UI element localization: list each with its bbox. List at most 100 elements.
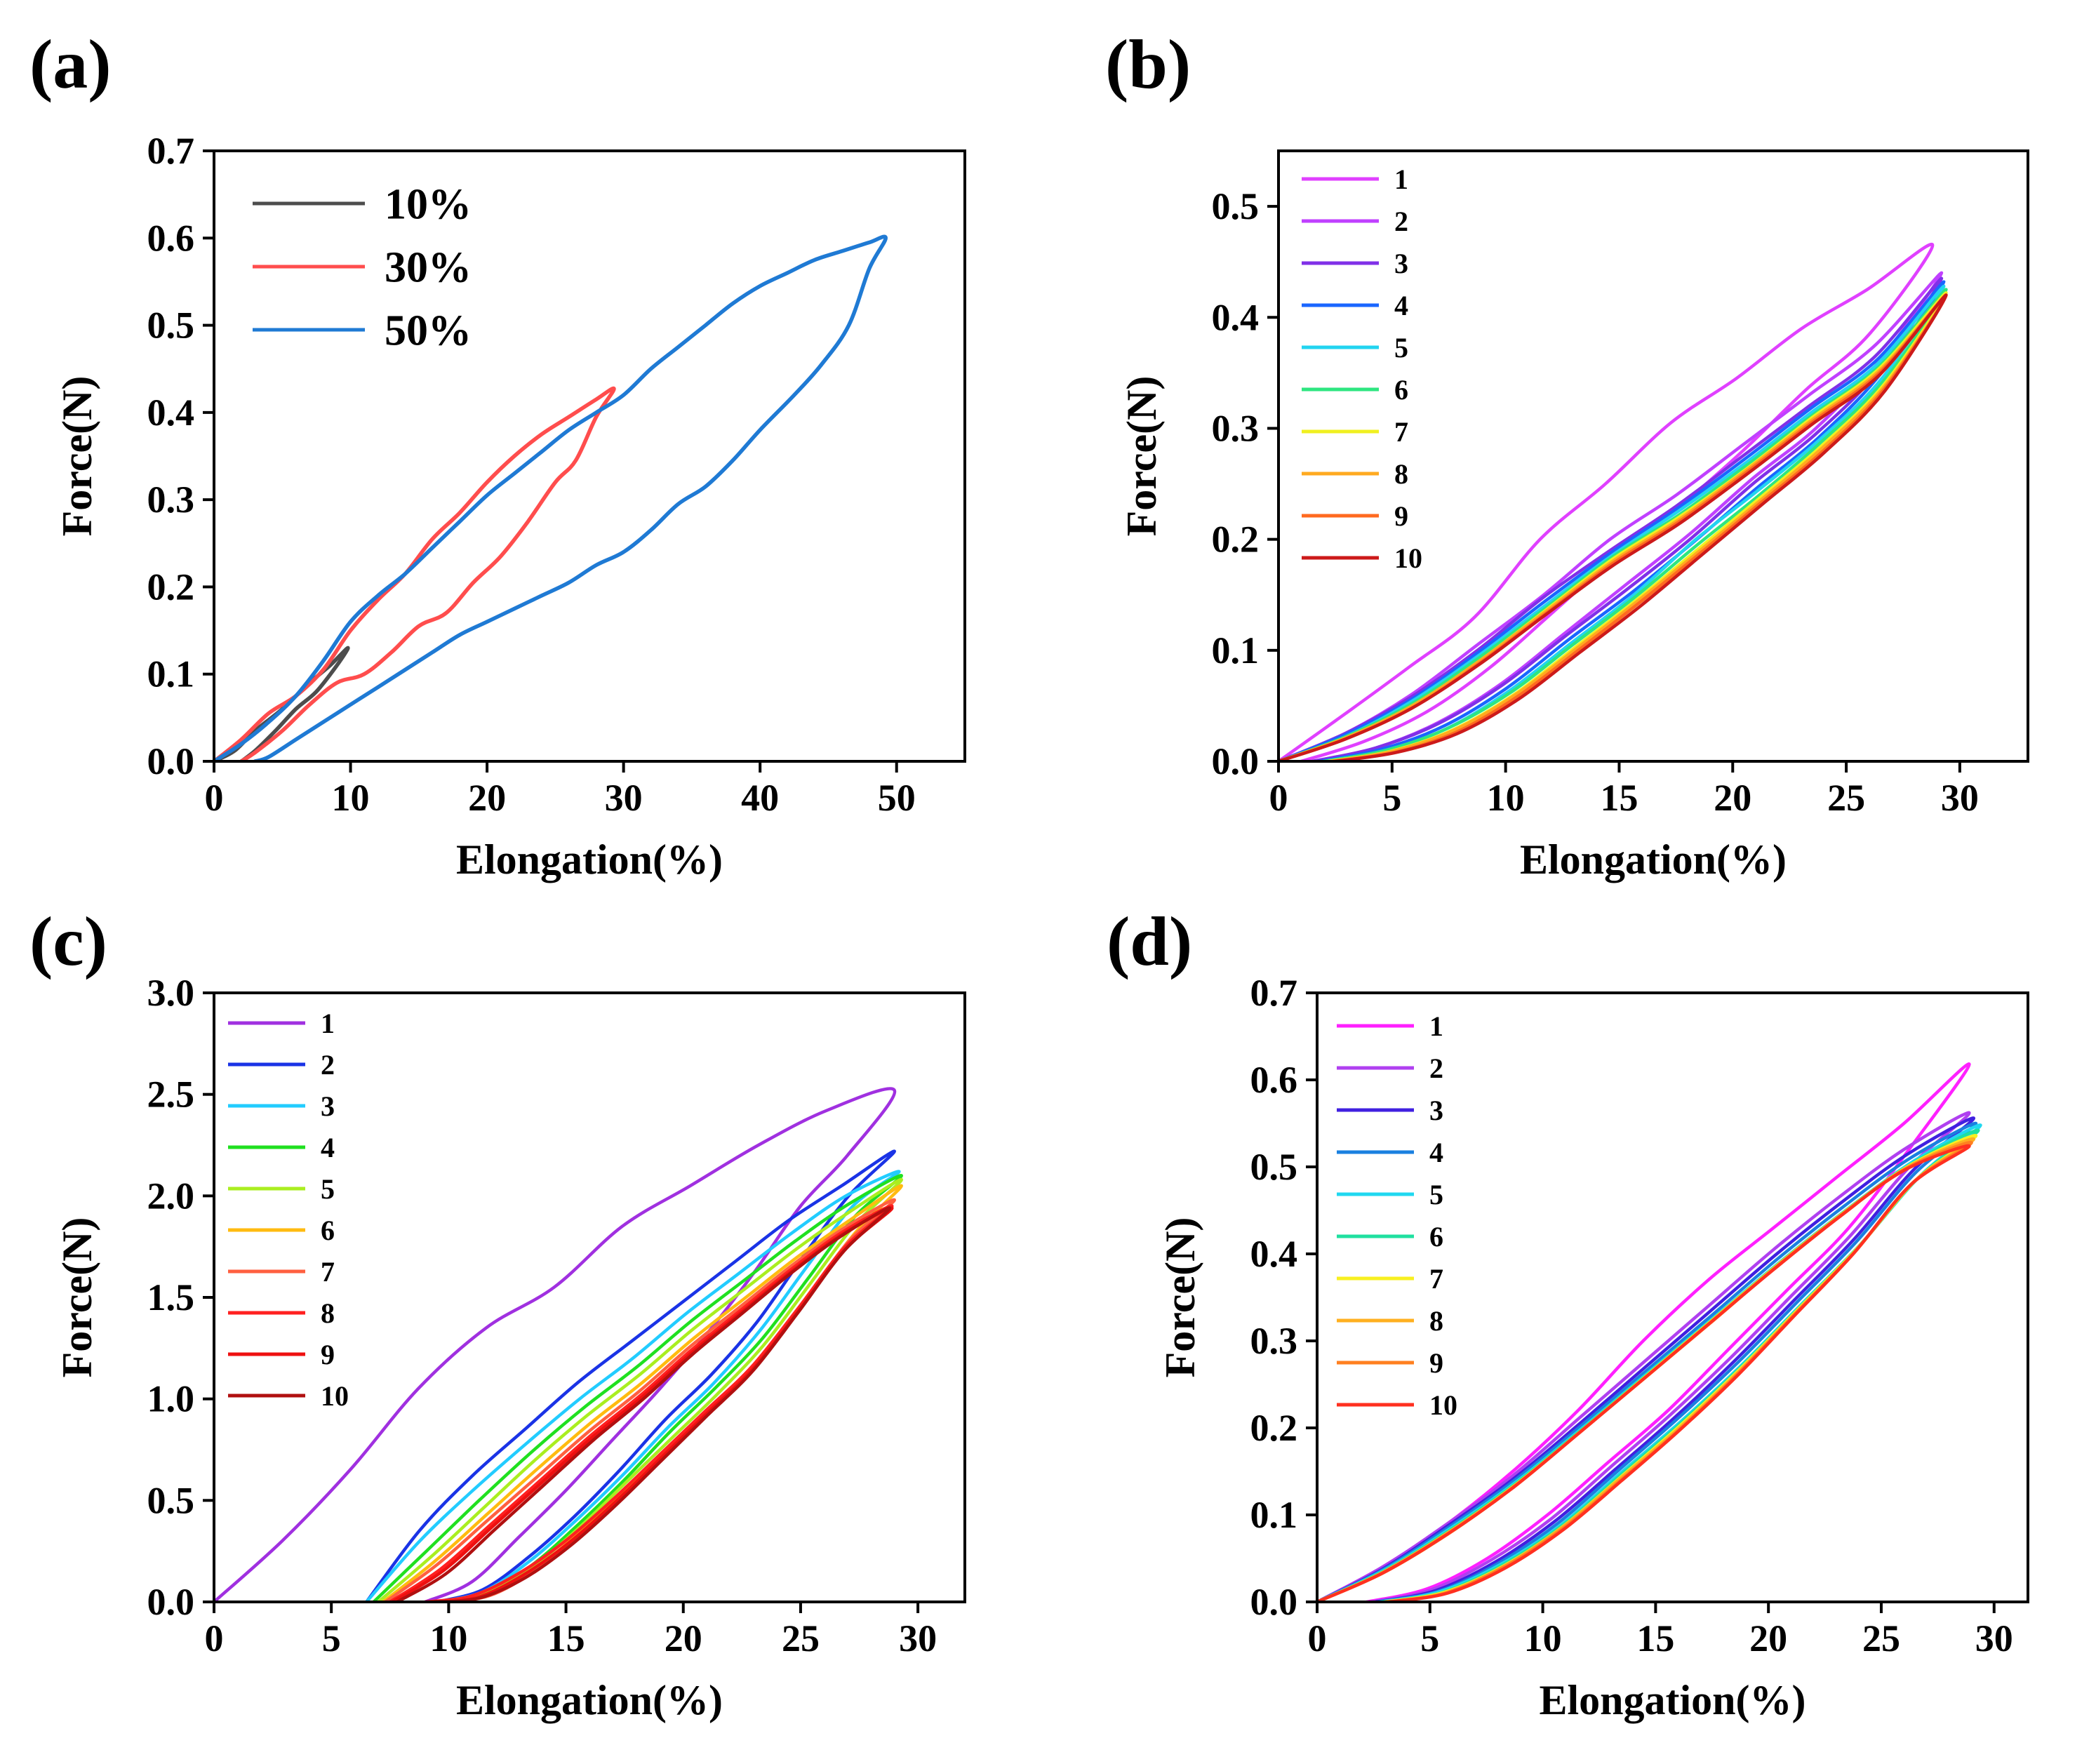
legend-label-d-6: 6	[1429, 1221, 1443, 1252]
x-tick-label-a: 0	[205, 777, 224, 819]
y-tick-label-c: 2.0	[147, 1175, 195, 1217]
series-line-a-2	[214, 386, 616, 761]
legend-label-b-4: 4	[1394, 290, 1408, 321]
legend-label-b-1: 1	[1394, 163, 1408, 195]
series-line-d-4	[1317, 1121, 1978, 1602]
panel-a: (a) 0 10 20 30 40 50 0.0 0.1 0.2 0.3 0.4 0.5 0.6 0.7 El…	[29, 25, 966, 883]
legend-label-d-4: 4	[1429, 1137, 1443, 1168]
plot-frame-d	[1316, 991, 2029, 1603]
x-axis-title-c: Elongation(%)	[456, 1677, 723, 1723]
series-line-c-9	[390, 1206, 894, 1602]
y-tick-label-a: 0.1	[147, 653, 195, 695]
legend-label-c-8: 8	[321, 1297, 335, 1329]
x-axis-title-d: Elongation(%)	[1539, 1677, 1805, 1723]
series-line-d-10	[1317, 1144, 1971, 1602]
legend-label-c-7: 7	[321, 1256, 335, 1288]
y-tick-label-a: 0.0	[147, 740, 195, 782]
y-tick-label-a: 0.3	[147, 479, 195, 521]
x-tick-label-b: 30	[1941, 777, 1979, 819]
x-tick-label-c: 10	[429, 1617, 467, 1659]
x-tick-label-a: 40	[741, 777, 779, 819]
series-line-b-3	[1279, 276, 1944, 761]
series-line-c-3	[365, 1170, 901, 1602]
legend-label-d-9: 9	[1429, 1347, 1443, 1379]
x-tick-label-c: 15	[547, 1617, 585, 1659]
series-group-c	[214, 1087, 903, 1602]
y-tick-label-b: 0.1	[1212, 629, 1260, 671]
panel-label-a: (a)	[29, 25, 112, 103]
legend-label-c-3: 3	[321, 1090, 335, 1122]
legend-label-a-1: 10%	[385, 181, 472, 229]
series-line-a-1	[214, 646, 350, 761]
series-line-c-2	[365, 1149, 896, 1602]
legend-b: 1 2 3 4 5 6 7 8 9 10	[1302, 163, 1422, 574]
y-tick-label-b: 0.0	[1212, 740, 1260, 782]
x-tick-label-d: 10	[1524, 1617, 1562, 1659]
series-line-c-4	[372, 1174, 903, 1602]
y-tick-label-a: 0.5	[147, 305, 195, 347]
legend-label-c-2: 2	[321, 1049, 335, 1081]
series-line-b-10	[1279, 293, 1948, 761]
panel-label-d: (d)	[1107, 902, 1192, 980]
x-tick-label-c: 30	[899, 1617, 937, 1659]
x-tick-label-d: 5	[1420, 1617, 1439, 1659]
y-tick-label-d: 0.7	[1250, 972, 1298, 1014]
legend-label-c-9: 9	[321, 1339, 335, 1370]
y-tick-label-b: 0.4	[1212, 296, 1260, 338]
panel-label-b: (b)	[1105, 25, 1191, 103]
y-tick-label-d: 0.6	[1250, 1059, 1298, 1101]
y-axis-title-d: Force(N)	[1157, 1217, 1203, 1378]
y-tick-label-a: 0.6	[147, 217, 195, 259]
y-tick-label-d: 0.0	[1250, 1581, 1298, 1623]
legend-label-d-7: 7	[1429, 1263, 1443, 1295]
y-tick-label-a: 0.7	[147, 130, 195, 172]
y-tick-label-b: 0.3	[1212, 407, 1260, 449]
legend-label-a-3: 50%	[385, 307, 472, 355]
x-tick-label-d: 0	[1308, 1617, 1327, 1659]
x-tick-label-d: 30	[1975, 1617, 2013, 1659]
legend-label-b-10: 10	[1394, 542, 1422, 574]
y-tick-label-d: 0.2	[1250, 1407, 1298, 1449]
series-line-b-1	[1279, 242, 1935, 761]
legend-label-d-2: 2	[1429, 1053, 1443, 1084]
legend-c: 1 2 3 4 5 6 7 8 9 10	[228, 1008, 349, 1412]
x-tick-label-b: 15	[1600, 777, 1638, 819]
panel-d: (d)0 5 10 15 20 25 300.00.10.20.30.40.50.60.7E…	[1107, 902, 2029, 1723]
legend-label-b-7: 7	[1394, 416, 1408, 448]
legend-label-b-5: 5	[1394, 332, 1408, 363]
x-axis-title-a: Elongation(%)	[456, 836, 723, 883]
legend-label-b-8: 8	[1394, 458, 1408, 490]
legend-label-d-5: 5	[1429, 1179, 1443, 1210]
legend-label-a-2: 30%	[385, 244, 472, 292]
y-axis-title-c: Force(N)	[54, 1217, 100, 1378]
x-tick-label-d: 25	[1862, 1617, 1900, 1659]
series-line-d-3	[1317, 1116, 1976, 1602]
y-tick-label-c: 1.5	[147, 1276, 195, 1318]
x-tick-label-b: 0	[1269, 777, 1288, 819]
y-axis-title-b: Force(N)	[1119, 376, 1165, 537]
y-tick-label-d: 0.5	[1250, 1146, 1298, 1188]
series-group-b	[1279, 242, 1948, 761]
legend-label-b-3: 3	[1394, 248, 1408, 279]
legend-label-b-9: 9	[1394, 500, 1408, 532]
series-line-c-1	[214, 1087, 897, 1602]
series-line-a-3	[214, 234, 888, 761]
series-line-c-10	[395, 1206, 892, 1602]
y-tick-label-c: 3.0	[147, 972, 195, 1014]
legend-label-c-1: 1	[321, 1008, 335, 1039]
x-tick-label-b: 20	[1714, 777, 1751, 819]
x-tick-label-b: 25	[1827, 777, 1865, 819]
panel-b: (b)0 5 10 15 20 25 300.00.10.20.30.40.5Elongat…	[1105, 25, 2029, 883]
panel-label-c: (c)	[29, 902, 107, 980]
legend-label-d-8: 8	[1429, 1305, 1443, 1337]
y-tick-label-a: 0.2	[147, 566, 195, 608]
panel-c: (c)0 5 10 15 20 25 300.00.51.01.52.02.53.0Elon…	[29, 902, 966, 1723]
x-tick-label-a: 10	[332, 777, 370, 819]
series-group-a	[214, 234, 888, 761]
x-tick-label-c: 5	[322, 1617, 341, 1659]
y-tick-label-d: 0.1	[1250, 1494, 1298, 1536]
y-axis-title-a: Force(N)	[54, 376, 100, 537]
series-line-b-4	[1279, 280, 1946, 761]
series-group-d	[1317, 1062, 1982, 1602]
x-tick-label-b: 10	[1487, 777, 1525, 819]
